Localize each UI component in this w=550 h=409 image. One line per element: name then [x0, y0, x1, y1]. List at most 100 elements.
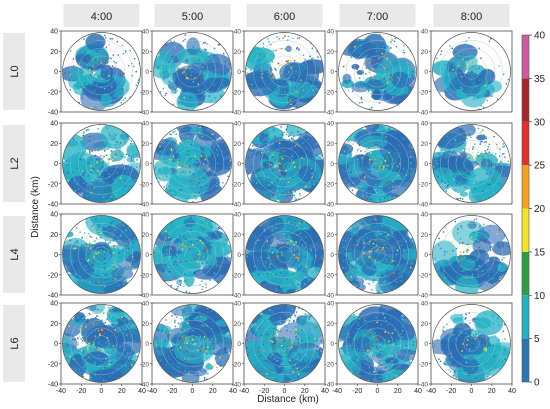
echo-field — [432, 218, 511, 294]
y-tick-label: 20 — [421, 141, 429, 148]
range-ring — [369, 335, 386, 352]
y-tick-label: 40 — [327, 29, 335, 36]
y-tick-label: 0 — [237, 161, 241, 168]
range-ring — [447, 47, 496, 96]
y-tick-label: -20 — [232, 361, 242, 368]
x-tick-label: -20 — [259, 388, 269, 395]
range-ring — [369, 246, 386, 263]
x-tick-label: 20 — [301, 388, 309, 395]
y-tick-label: 40 — [421, 29, 429, 36]
range-ring — [455, 238, 488, 271]
colorbar-tick-label: 15 — [534, 247, 546, 258]
panel-L0-700: 40 20 0 -20 -40 — [325, 29, 419, 117]
y-tick-label: 0 — [237, 252, 241, 259]
colorbar-band — [522, 208, 529, 252]
range-ring — [77, 139, 126, 188]
y-tick-label: 20 — [234, 141, 242, 148]
colorbar-tick-label: 25 — [534, 161, 546, 172]
column-header-label: 8:00 — [461, 11, 482, 23]
y-tick-label: 0 — [330, 341, 334, 348]
y-tick-label: -40 — [419, 202, 429, 209]
panel-L2-700: 40 20 0 -20 -40 — [325, 121, 419, 209]
y-tick-label: 40 — [142, 29, 150, 36]
y-tick-label: -40 — [140, 382, 150, 389]
range-ring — [369, 63, 386, 80]
range-ring — [93, 335, 110, 352]
column-headers: 4:00 5:00 6:00 7:00 8:00 — [63, 4, 510, 27]
range-ring — [276, 246, 293, 263]
range-ring — [440, 40, 503, 103]
y-tick-label: 20 — [327, 232, 335, 239]
range-ring — [276, 335, 293, 352]
y-tick-label: 0 — [424, 69, 428, 76]
colorbar-tick-label: 40 — [534, 31, 546, 42]
range-ring — [184, 335, 201, 352]
y-tick-label: 0 — [145, 161, 149, 168]
colorbar-tick-label: 35 — [534, 74, 546, 85]
y-tick-label: 0 — [330, 252, 334, 259]
y-tick-label: 20 — [421, 321, 429, 328]
y-tick-label: 20 — [50, 232, 58, 239]
y-tick-label: 20 — [142, 49, 150, 56]
panel-L2-500: 40 20 0 -20 -40 — [140, 121, 234, 209]
x-tick-label: -20 — [76, 388, 86, 395]
range-ring — [85, 147, 118, 180]
row-headers: L0 L2 L4 L6 — [3, 33, 25, 382]
range-ring — [346, 132, 409, 195]
panel-L4-400: 40 20 0 -20 -40 — [48, 212, 143, 300]
column-header-label: 6:00 — [274, 11, 295, 23]
range-ring — [455, 55, 488, 88]
colorbar-band — [522, 338, 529, 382]
y-tick-label: 40 — [234, 301, 242, 308]
y-tick-label: -40 — [48, 202, 58, 209]
range-ring — [346, 223, 409, 286]
row-header-L6: L6 — [3, 305, 25, 382]
range-ring — [70, 40, 133, 103]
range-ring — [447, 319, 496, 368]
range-ring — [338, 215, 417, 294]
y-tick-label: -20 — [140, 181, 150, 188]
range-ring — [253, 312, 316, 375]
panel-L4-800: 40 20 0 -20 -40 — [419, 212, 513, 300]
y-tick-label: -20 — [232, 272, 242, 279]
range-ring — [245, 32, 324, 111]
x-tick-label: -20 — [446, 388, 456, 395]
y-tick-label: 40 — [234, 121, 242, 128]
range-ring — [346, 312, 409, 375]
y-tick-label: 20 — [50, 141, 58, 148]
y-tick-label: -40 — [232, 110, 242, 117]
range-ring — [161, 40, 224, 103]
range-ring — [93, 155, 110, 172]
x-tick-label: -20 — [352, 388, 362, 395]
x-tick-label: -20 — [167, 388, 177, 395]
range-ring — [70, 312, 133, 375]
y-tick-label: 0 — [145, 69, 149, 76]
range-ring — [153, 32, 232, 111]
panel-L6-600: 40 20 0 -20 -40-40 -20 0 20 40 — [232, 301, 329, 396]
range-ring — [161, 223, 224, 286]
y-tick-label: -20 — [419, 361, 429, 368]
range-ring — [253, 40, 316, 103]
panel-L0-400: 40 20 0 -20 -40 — [48, 29, 143, 117]
y-tick-label: 40 — [234, 29, 242, 36]
y-tick-label: 40 — [50, 29, 58, 36]
range-ring — [260, 230, 309, 279]
echo-field — [62, 215, 141, 294]
y-tick-label: -40 — [140, 110, 150, 117]
colorbar-band — [522, 295, 529, 339]
y-tick-label: 40 — [50, 121, 58, 128]
row-header-L0: L0 — [3, 33, 25, 110]
panel-L4-600: 40 20 0 -20 -40 — [232, 212, 326, 300]
y-tick-label: 40 — [234, 212, 242, 219]
x-tick-label: 40 — [138, 388, 146, 395]
range-ring — [338, 124, 417, 203]
y-tick-label: -40 — [325, 382, 335, 389]
row-header-label: L2 — [9, 157, 21, 169]
panel-L6-400: 40 20 0 -20 -40-40 -20 0 20 40 — [48, 301, 146, 396]
range-ring — [353, 139, 402, 188]
range-ring — [440, 132, 503, 195]
y-tick-label: -40 — [48, 293, 58, 300]
echo-field — [245, 215, 324, 294]
range-ring — [353, 230, 402, 279]
range-ring — [153, 124, 232, 203]
